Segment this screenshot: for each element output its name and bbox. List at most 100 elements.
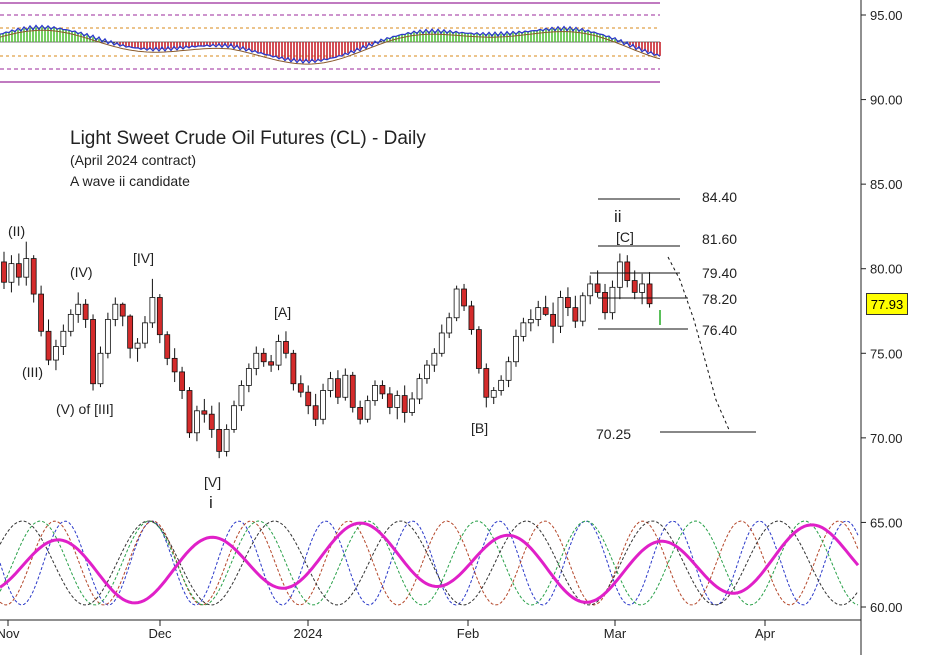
candle-body bbox=[394, 395, 401, 408]
candle-body bbox=[127, 315, 134, 349]
wave-label-A: [A] bbox=[274, 304, 291, 320]
candle-body bbox=[542, 307, 549, 315]
candle bbox=[97, 346, 104, 388]
candle-body bbox=[30, 258, 37, 295]
x-tick-label: Apr bbox=[755, 626, 776, 641]
candle-body bbox=[156, 297, 163, 336]
candle bbox=[67, 309, 74, 337]
candle bbox=[379, 380, 386, 399]
candle bbox=[60, 324, 67, 355]
candle-body bbox=[290, 352, 297, 385]
candle-body bbox=[535, 307, 542, 320]
candle-body bbox=[401, 395, 408, 413]
candle bbox=[490, 387, 497, 405]
candle-body bbox=[372, 385, 378, 402]
level-label-76-40: 76.40 bbox=[702, 322, 737, 338]
cycle-oscillator-panel bbox=[0, 520, 860, 606]
candle-body bbox=[572, 307, 579, 322]
candle bbox=[201, 398, 208, 423]
y-tick-label: 65.00 bbox=[870, 515, 903, 530]
candle bbox=[8, 255, 15, 293]
candle-body bbox=[149, 297, 156, 324]
wave-label-IV: (IV) bbox=[70, 264, 93, 280]
candle-body bbox=[646, 283, 653, 305]
wave-label-V-of-III: (V) of [III] bbox=[56, 401, 114, 417]
candle-body bbox=[260, 352, 267, 363]
level-labels: 84.40 81.60 79.40 78.20 76.40 70.25 bbox=[596, 189, 737, 442]
candle-body bbox=[349, 374, 356, 408]
candle bbox=[579, 292, 586, 327]
candle bbox=[290, 349, 297, 391]
candle bbox=[327, 371, 334, 398]
candle bbox=[275, 334, 282, 371]
candle bbox=[283, 331, 289, 359]
candle-body bbox=[245, 368, 252, 386]
candle bbox=[527, 309, 534, 332]
candle bbox=[409, 392, 416, 416]
y-tick-label: 75.00 bbox=[870, 346, 903, 361]
candle bbox=[149, 278, 156, 328]
candle-body bbox=[446, 317, 453, 334]
candle bbox=[557, 290, 564, 333]
candle bbox=[394, 390, 401, 420]
cycle-dashed-line bbox=[0, 520, 859, 606]
candle bbox=[245, 363, 252, 393]
candle bbox=[104, 312, 111, 359]
candle bbox=[357, 400, 364, 425]
y-tick-label: 70.00 bbox=[870, 431, 903, 446]
candle-body bbox=[631, 280, 638, 293]
candle bbox=[513, 329, 519, 367]
x-axis-ticks: Nov Dec 2024 Feb Mar Apr bbox=[0, 620, 776, 641]
candle-body bbox=[409, 398, 416, 413]
x-tick-label: Nov bbox=[0, 626, 20, 641]
candle-body bbox=[624, 261, 631, 281]
candle-body bbox=[602, 291, 608, 314]
candle-body bbox=[253, 352, 260, 369]
candle bbox=[498, 375, 505, 396]
wave-label-III: (III) bbox=[22, 364, 43, 380]
candle bbox=[461, 283, 467, 311]
candle bbox=[75, 292, 82, 323]
candle-body bbox=[97, 352, 104, 385]
wave-label-IV-bracket: [IV] bbox=[133, 250, 154, 266]
candle-body bbox=[424, 364, 430, 380]
candle-body bbox=[334, 378, 341, 398]
level-label-78-20: 78.20 bbox=[702, 291, 737, 307]
candle bbox=[268, 354, 275, 372]
candle-body bbox=[119, 303, 126, 317]
candle bbox=[364, 395, 371, 423]
candle bbox=[30, 255, 37, 303]
candle bbox=[305, 385, 312, 415]
top-oscillator-panel bbox=[0, 2, 661, 83]
candle bbox=[312, 393, 319, 427]
y-tick-label: 90.00 bbox=[870, 93, 903, 108]
candle-body bbox=[527, 319, 534, 324]
y-axis-ticks: 95.00 90.00 85.00 80.00 75.00 70.00 65.00 60.00 bbox=[861, 8, 903, 615]
candle bbox=[164, 331, 171, 366]
candle bbox=[453, 285, 460, 322]
x-tick-label: 2024 bbox=[294, 626, 323, 641]
candle-body bbox=[505, 361, 512, 381]
candlestick-series bbox=[1, 241, 661, 459]
candle bbox=[53, 339, 59, 371]
candle-body bbox=[616, 261, 623, 288]
candle-body bbox=[275, 341, 282, 366]
candle-body bbox=[67, 313, 74, 332]
level-label-81-60: 81.60 bbox=[702, 231, 737, 247]
candle bbox=[342, 368, 349, 401]
candle-body bbox=[53, 346, 59, 361]
cycle-dashed-line bbox=[0, 520, 859, 606]
candle-body bbox=[238, 385, 245, 407]
x-tick-label: Dec bbox=[148, 626, 172, 641]
candle bbox=[186, 387, 193, 438]
wave-label-B: [B] bbox=[471, 420, 488, 436]
candle bbox=[82, 299, 89, 328]
candle bbox=[550, 302, 556, 344]
candle-body bbox=[104, 319, 111, 354]
candle-body bbox=[461, 288, 467, 307]
candle-body bbox=[38, 293, 44, 332]
candle-body bbox=[475, 329, 482, 369]
candle-body bbox=[550, 313, 556, 327]
candle bbox=[334, 370, 341, 405]
